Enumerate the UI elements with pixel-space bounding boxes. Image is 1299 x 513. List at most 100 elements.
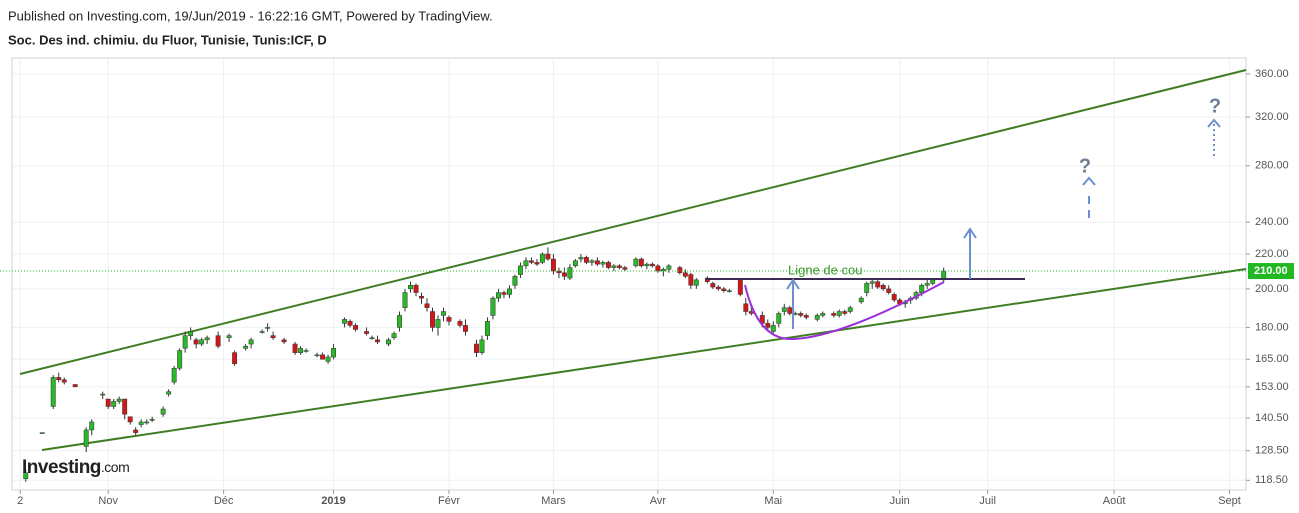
y-tick-label: 180.00 xyxy=(1255,321,1289,333)
candle-body xyxy=(232,352,238,364)
candle-body xyxy=(517,265,523,275)
candle-body xyxy=(682,272,688,277)
candle-body xyxy=(688,274,694,286)
candle-body xyxy=(880,284,886,290)
candle-body xyxy=(655,265,661,272)
candle-body xyxy=(397,315,402,328)
y-tick-label: 153.00 xyxy=(1255,381,1289,393)
candle-body xyxy=(347,321,353,326)
candle-body xyxy=(561,272,567,277)
candle-body xyxy=(435,319,441,328)
logo: Investing.com xyxy=(22,457,129,478)
x-tick-label: Juin xyxy=(890,495,910,507)
candle-body xyxy=(177,350,183,369)
candle-body xyxy=(23,472,29,480)
logo-main: Investing xyxy=(22,457,101,478)
candle-body xyxy=(199,339,205,345)
candle-body xyxy=(50,377,56,407)
x-tick-label: 2019 xyxy=(321,495,345,507)
candle-body xyxy=(375,339,380,343)
candle-body xyxy=(342,319,347,324)
candle-body xyxy=(919,284,925,293)
candle-body xyxy=(528,260,534,263)
candle-body xyxy=(413,284,419,293)
candle-body xyxy=(726,290,732,292)
candle-body xyxy=(160,408,166,415)
y-tick-label: 200.00 xyxy=(1255,283,1289,295)
candle-body xyxy=(572,260,578,267)
x-tick-label: Déc xyxy=(214,495,234,507)
candle-body xyxy=(506,288,512,295)
candle-body xyxy=(61,379,67,383)
candle-body xyxy=(638,258,644,267)
candle-body xyxy=(787,307,793,314)
candle-body xyxy=(677,267,683,274)
neckline-label: Ligne de cou xyxy=(788,262,862,277)
candle-body xyxy=(776,313,782,324)
lower-trendline xyxy=(41,268,1247,451)
candle-body xyxy=(930,279,936,284)
candle-body xyxy=(479,339,485,353)
grid xyxy=(12,58,1246,490)
candle-body xyxy=(83,429,89,447)
candle-body xyxy=(622,267,628,270)
candle-body xyxy=(875,281,881,288)
candle-body xyxy=(259,331,265,333)
published-note: Published on Investing.com, 19/Jun/2019 … xyxy=(8,8,493,23)
candle-body xyxy=(303,350,309,352)
candle-body xyxy=(193,339,199,345)
x-tick-label: 2 xyxy=(17,495,23,507)
candle-body xyxy=(803,315,809,318)
candle-body xyxy=(842,311,848,314)
candle-body xyxy=(600,262,606,265)
candle-body xyxy=(243,345,249,349)
x-tick-label: Juil xyxy=(979,495,996,507)
y-tick-label: 240.00 xyxy=(1255,216,1289,228)
candle-body xyxy=(666,265,672,270)
candle-body xyxy=(215,335,221,347)
candle-body xyxy=(122,398,128,415)
candle-body xyxy=(847,307,853,312)
upper-trendline xyxy=(19,69,1247,375)
candle-body xyxy=(605,262,611,268)
candle-body xyxy=(292,343,298,353)
candle-body xyxy=(226,335,232,338)
current-price-tag xyxy=(1248,263,1294,280)
candle-body xyxy=(298,348,304,353)
candle-body xyxy=(644,263,650,267)
candle-body xyxy=(836,311,842,316)
candle-body xyxy=(408,284,413,290)
candles xyxy=(23,247,947,482)
candle-body xyxy=(188,331,194,336)
candle-body xyxy=(578,257,584,260)
candle-body xyxy=(144,421,150,424)
candle-body xyxy=(693,279,699,286)
candle-body xyxy=(715,286,721,290)
candle-body xyxy=(325,356,331,362)
x-tick-label: Mai xyxy=(764,495,782,507)
candle-body xyxy=(111,401,117,407)
x-tick-label: Févr xyxy=(438,495,460,507)
candle-body xyxy=(534,262,540,265)
candle-body xyxy=(545,253,551,260)
candle-body xyxy=(391,333,397,338)
candle-body xyxy=(270,335,276,338)
candle-body xyxy=(864,283,870,293)
candle-body xyxy=(171,367,177,383)
candle-body xyxy=(248,339,254,345)
question-mark: ? xyxy=(1079,155,1091,177)
candle-body xyxy=(924,283,930,286)
candle-body xyxy=(441,311,446,316)
candle-body xyxy=(116,398,122,402)
candle-body xyxy=(138,421,144,425)
candle-body xyxy=(39,432,45,434)
candle-body xyxy=(770,325,776,332)
candle-body xyxy=(616,265,622,268)
candle-body xyxy=(485,321,490,336)
question-mark: ? xyxy=(1209,95,1221,117)
y-tick-label: 128.50 xyxy=(1255,445,1289,457)
candle-body xyxy=(496,292,501,299)
candle-body xyxy=(265,327,271,329)
current-price-label: 210.00 xyxy=(1254,265,1288,277)
